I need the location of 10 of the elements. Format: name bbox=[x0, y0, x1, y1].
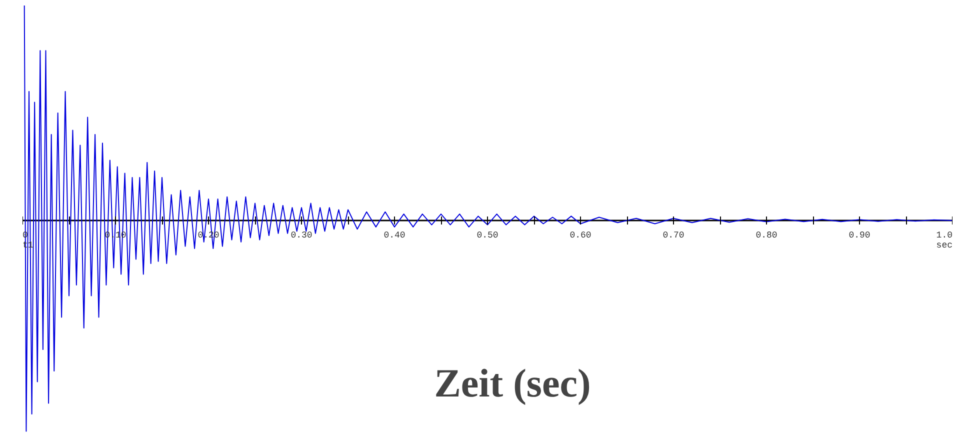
x-tick-label: 0.30 bbox=[290, 230, 312, 240]
x-tick-label: 0.80 bbox=[756, 230, 778, 240]
x-axis-title: Zeit (sec) bbox=[434, 360, 591, 406]
x-tick-label: 0.40 bbox=[384, 230, 406, 240]
x-tick-label: 0.50 bbox=[476, 230, 498, 240]
x-tick-label: 1.0 bbox=[936, 230, 952, 240]
x-tick-label: 0.70 bbox=[662, 230, 684, 240]
x-tick-label: 0.90 bbox=[848, 230, 870, 240]
annotation: sec bbox=[936, 240, 952, 250]
x-tick-label: 0.60 bbox=[570, 230, 592, 240]
